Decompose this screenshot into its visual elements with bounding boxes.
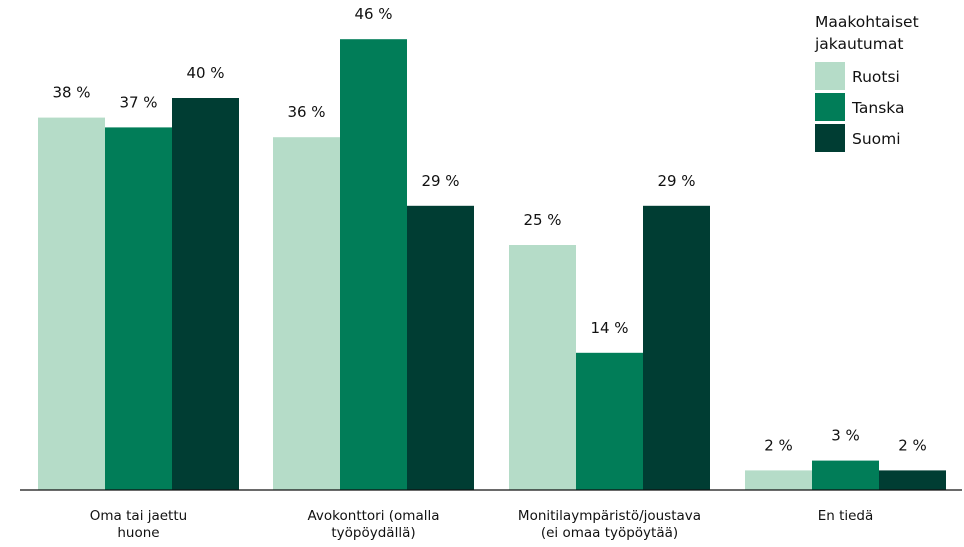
data-label-ruotsi-0: 38 % bbox=[52, 84, 90, 102]
data-label-tanska-1: 46 % bbox=[354, 5, 392, 23]
data-label-ruotsi-2: 25 % bbox=[523, 211, 561, 229]
legend-label-ruotsi: Ruotsi bbox=[852, 68, 900, 86]
legend-title-line-0: Maakohtaiset bbox=[815, 13, 919, 31]
data-label-suomi-3: 2 % bbox=[898, 436, 927, 454]
category-label-1-line-0: Avokonttori (omalla bbox=[307, 508, 439, 524]
bar-tanska-1 bbox=[340, 39, 407, 490]
bar-suomi-2 bbox=[643, 205, 710, 491]
bar-ruotsi-1 bbox=[273, 137, 340, 490]
bar-tanska-2 bbox=[576, 352, 643, 490]
data-label-tanska-0: 37 % bbox=[119, 93, 157, 111]
legend-label-tanska: Tanska bbox=[851, 99, 905, 117]
data-label-suomi-2: 29 % bbox=[657, 172, 695, 190]
bar-tanska-0 bbox=[105, 127, 172, 491]
bar-suomi-3 bbox=[879, 470, 946, 490]
category-label-0-line-1: huone bbox=[117, 525, 159, 541]
bars-group bbox=[38, 39, 946, 491]
category-label-3-line-0: En tiedä bbox=[818, 508, 874, 524]
data-label-suomi-1: 29 % bbox=[421, 172, 459, 190]
legend-swatch-tanska bbox=[815, 93, 845, 121]
bar-suomi-1 bbox=[407, 205, 474, 491]
bar-ruotsi-3 bbox=[745, 470, 812, 490]
bar-suomi-0 bbox=[172, 98, 239, 490]
bar-ruotsi-0 bbox=[38, 117, 105, 490]
data-label-tanska-2: 14 % bbox=[590, 319, 628, 337]
data-label-ruotsi-3: 2 % bbox=[764, 436, 793, 454]
bar-tanska-3 bbox=[812, 460, 879, 490]
data-label-suomi-0: 40 % bbox=[186, 64, 224, 82]
data-labels-group: 38 % 37 % 40 % 36 % 46 % 29 % 25 % 14 % 29 % 2 % 3… bbox=[52, 5, 926, 454]
legend-label-suomi: Suomi bbox=[852, 130, 901, 148]
legend: Maakohtaiset jakautumat Ruotsi Tanska Suomi bbox=[814, 13, 919, 152]
category-label-1-line-1: työpöydällä) bbox=[331, 525, 415, 541]
data-label-ruotsi-1: 36 % bbox=[287, 103, 325, 121]
legend-swatch-suomi bbox=[815, 124, 845, 152]
bar-ruotsi-2 bbox=[509, 245, 576, 490]
category-label-2-line-1: (ei omaa työpöytää) bbox=[541, 525, 678, 541]
category-label-2-line-0: Monitilaympäristö/joustava bbox=[518, 508, 701, 524]
legend-title-line-1: jakautumat bbox=[814, 35, 903, 53]
legend-swatch-ruotsi bbox=[815, 62, 845, 90]
data-label-tanska-3: 3 % bbox=[831, 427, 860, 445]
category-label-0-line-0: Oma tai jaettu bbox=[90, 508, 187, 524]
